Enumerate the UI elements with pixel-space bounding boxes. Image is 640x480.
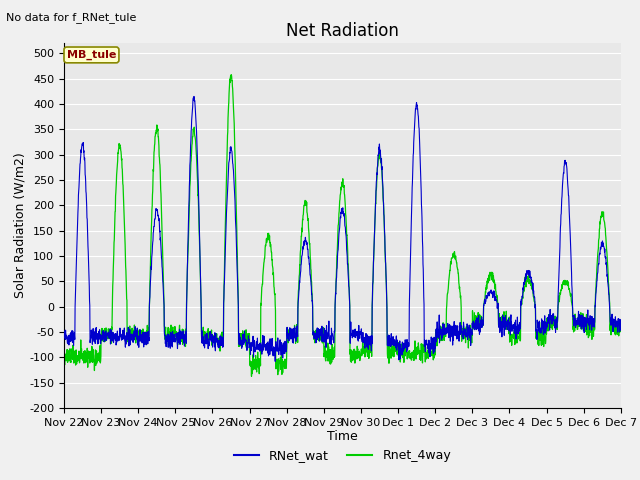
Title: Net Radiation: Net Radiation bbox=[286, 22, 399, 40]
Y-axis label: Solar Radiation (W/m2): Solar Radiation (W/m2) bbox=[13, 153, 26, 299]
Text: MB_tule: MB_tule bbox=[67, 50, 116, 60]
Legend: RNet_wat, Rnet_4way: RNet_wat, Rnet_4way bbox=[228, 444, 456, 468]
Text: No data for f_RNet_tule: No data for f_RNet_tule bbox=[6, 12, 137, 23]
X-axis label: Time: Time bbox=[327, 431, 358, 444]
